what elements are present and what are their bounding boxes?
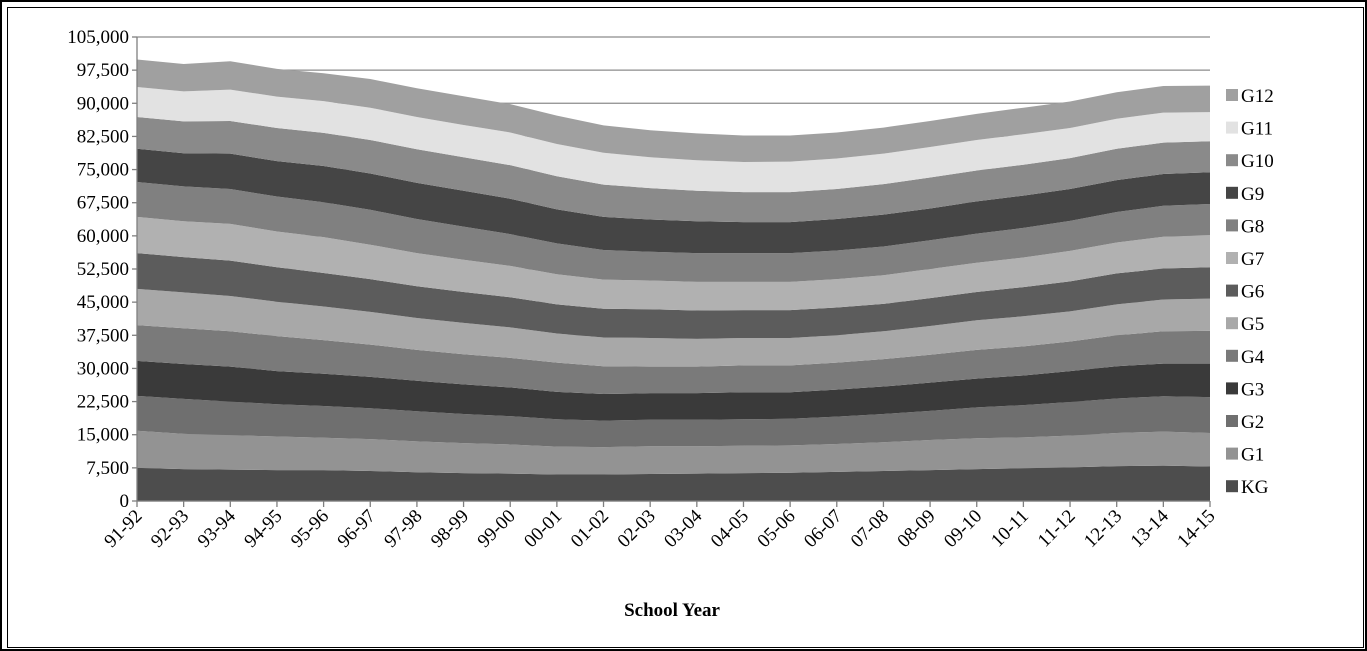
legend-item-g2: G2 <box>1226 412 1264 433</box>
x-tick-label: 98-99 <box>427 506 473 552</box>
legend-swatch <box>1226 154 1238 167</box>
area-g9 <box>137 148 1210 254</box>
y-tick-label: 52,500 <box>77 259 129 280</box>
area-g6 <box>137 253 1210 339</box>
legend-label: G10 <box>1241 151 1274 172</box>
chart-inner-border <box>7 7 1364 648</box>
x-tick-label: 01-02 <box>567 506 613 552</box>
x-tick-label: 11-12 <box>1034 506 1080 552</box>
y-tick-labels: 0 7,500 15,000 22,500 30,000 37,500 45,000 52,5… <box>67 27 129 512</box>
legend-label: G7 <box>1241 249 1264 270</box>
legend-item-g5: G5 <box>1226 314 1264 335</box>
legend-label: G5 <box>1241 314 1264 335</box>
x-tick-label: 07-08 <box>847 506 893 552</box>
x-tick-labels: 91-92 92-93 93-94 94-95 95-96 96-97 97-98 98-99… <box>100 505 1219 552</box>
x-tick-label: 09-10 <box>940 506 986 552</box>
legend-item-g12: G12 <box>1226 86 1274 107</box>
y-tick-label: 82,500 <box>77 126 129 147</box>
x-tick-label: 05-06 <box>753 506 799 552</box>
area-series-group <box>137 59 1210 501</box>
y-tick-label: 30,000 <box>77 358 129 379</box>
legend-label: G6 <box>1241 282 1264 303</box>
area-g5 <box>137 288 1210 367</box>
legend-swatch <box>1226 447 1238 460</box>
x-tick-label: 99-00 <box>474 506 520 552</box>
x-tick-label: 13-14 <box>1127 505 1174 552</box>
legend-label: G2 <box>1241 412 1264 433</box>
y-tick-label: 90,000 <box>77 93 129 114</box>
x-tick-label: 94-95 <box>240 506 286 552</box>
legend-item-g3: G3 <box>1226 379 1264 400</box>
axes <box>132 36 1211 507</box>
legend-swatch <box>1226 317 1238 330</box>
legend-item-g8: G8 <box>1226 216 1264 237</box>
legend-swatch <box>1226 89 1238 101</box>
area-g2 <box>137 395 1210 448</box>
area-g7 <box>137 216 1210 311</box>
legend-swatch <box>1226 186 1238 199</box>
y-tick-label: 105,000 <box>67 27 129 48</box>
x-tick-label: 96-97 <box>334 506 380 552</box>
legend: G12 G11 G10 G9 G8 G7 G6 G5 G4 G3 G2 G1 KG <box>1226 86 1274 498</box>
area-g10 <box>137 116 1210 223</box>
x-tick-label: 10-11 <box>987 506 1033 552</box>
y-tick-label: 97,500 <box>77 60 129 81</box>
legend-item-g9: G9 <box>1226 184 1264 205</box>
x-tick-label: 93-94 <box>194 505 241 552</box>
legend-swatch <box>1226 219 1238 232</box>
x-tick-label: 14-15 <box>1173 506 1219 552</box>
legend-swatch <box>1226 480 1238 493</box>
area-g11 <box>137 86 1210 193</box>
x-tick-label: 97-98 <box>380 506 426 552</box>
legend-swatch <box>1226 382 1238 395</box>
y-tick-label: 60,000 <box>77 226 129 247</box>
area-g3 <box>137 360 1210 421</box>
x-tick-label: 04-05 <box>707 506 753 552</box>
legend-swatch <box>1226 121 1238 134</box>
area-g8 <box>137 181 1210 282</box>
x-tick-label: 03-04 <box>660 505 707 552</box>
legend-item-g6: G6 <box>1226 282 1264 303</box>
legend-label: KG <box>1241 477 1269 498</box>
legend-label: G1 <box>1241 445 1264 466</box>
area-g4 <box>137 325 1210 395</box>
y-tick-label: 37,500 <box>77 325 129 346</box>
y-tick-label: 0 <box>120 491 130 512</box>
area-g12 <box>137 59 1210 163</box>
y-tick-label: 15,000 <box>77 425 129 446</box>
x-tick-label: 00-01 <box>520 506 566 552</box>
area-kg <box>137 465 1210 501</box>
x-tick-label: 02-03 <box>614 506 660 552</box>
legend-label: G3 <box>1241 379 1264 400</box>
y-tick-label: 7,500 <box>86 458 129 479</box>
x-tick-label: 08-09 <box>893 506 939 552</box>
legend-swatch <box>1226 415 1238 427</box>
legend-item-g1: G1 <box>1226 445 1264 466</box>
legend-label: G9 <box>1241 184 1264 205</box>
x-axis-title: School Year <box>624 600 720 621</box>
legend-label: G8 <box>1241 216 1264 237</box>
legend-item-g4: G4 <box>1226 347 1265 368</box>
legend-label: G11 <box>1241 119 1273 140</box>
x-tick-label: 92-93 <box>147 506 193 552</box>
legend-swatch <box>1226 349 1238 362</box>
x-tick-label: 91-92 <box>100 506 146 552</box>
legend-label: G12 <box>1241 86 1274 107</box>
y-tick-label: 45,000 <box>77 292 129 313</box>
legend-item-g11: G11 <box>1226 119 1273 140</box>
x-tick-label: 95-96 <box>287 506 333 552</box>
area-g1 <box>137 430 1210 475</box>
legend-item-g7: G7 <box>1226 249 1264 270</box>
legend-swatch <box>1226 284 1238 297</box>
legend-item-kg: KG <box>1226 477 1269 498</box>
legend-label: G4 <box>1241 347 1265 368</box>
y-tick-label: 22,500 <box>77 392 129 413</box>
x-tick-label: 06-07 <box>800 506 846 552</box>
x-tick-label: 12-13 <box>1080 506 1126 552</box>
y-tick-label: 67,500 <box>77 193 129 214</box>
legend-swatch <box>1226 252 1238 264</box>
y-tick-label: 75,000 <box>77 160 129 181</box>
legend-item-g10: G10 <box>1226 151 1274 172</box>
